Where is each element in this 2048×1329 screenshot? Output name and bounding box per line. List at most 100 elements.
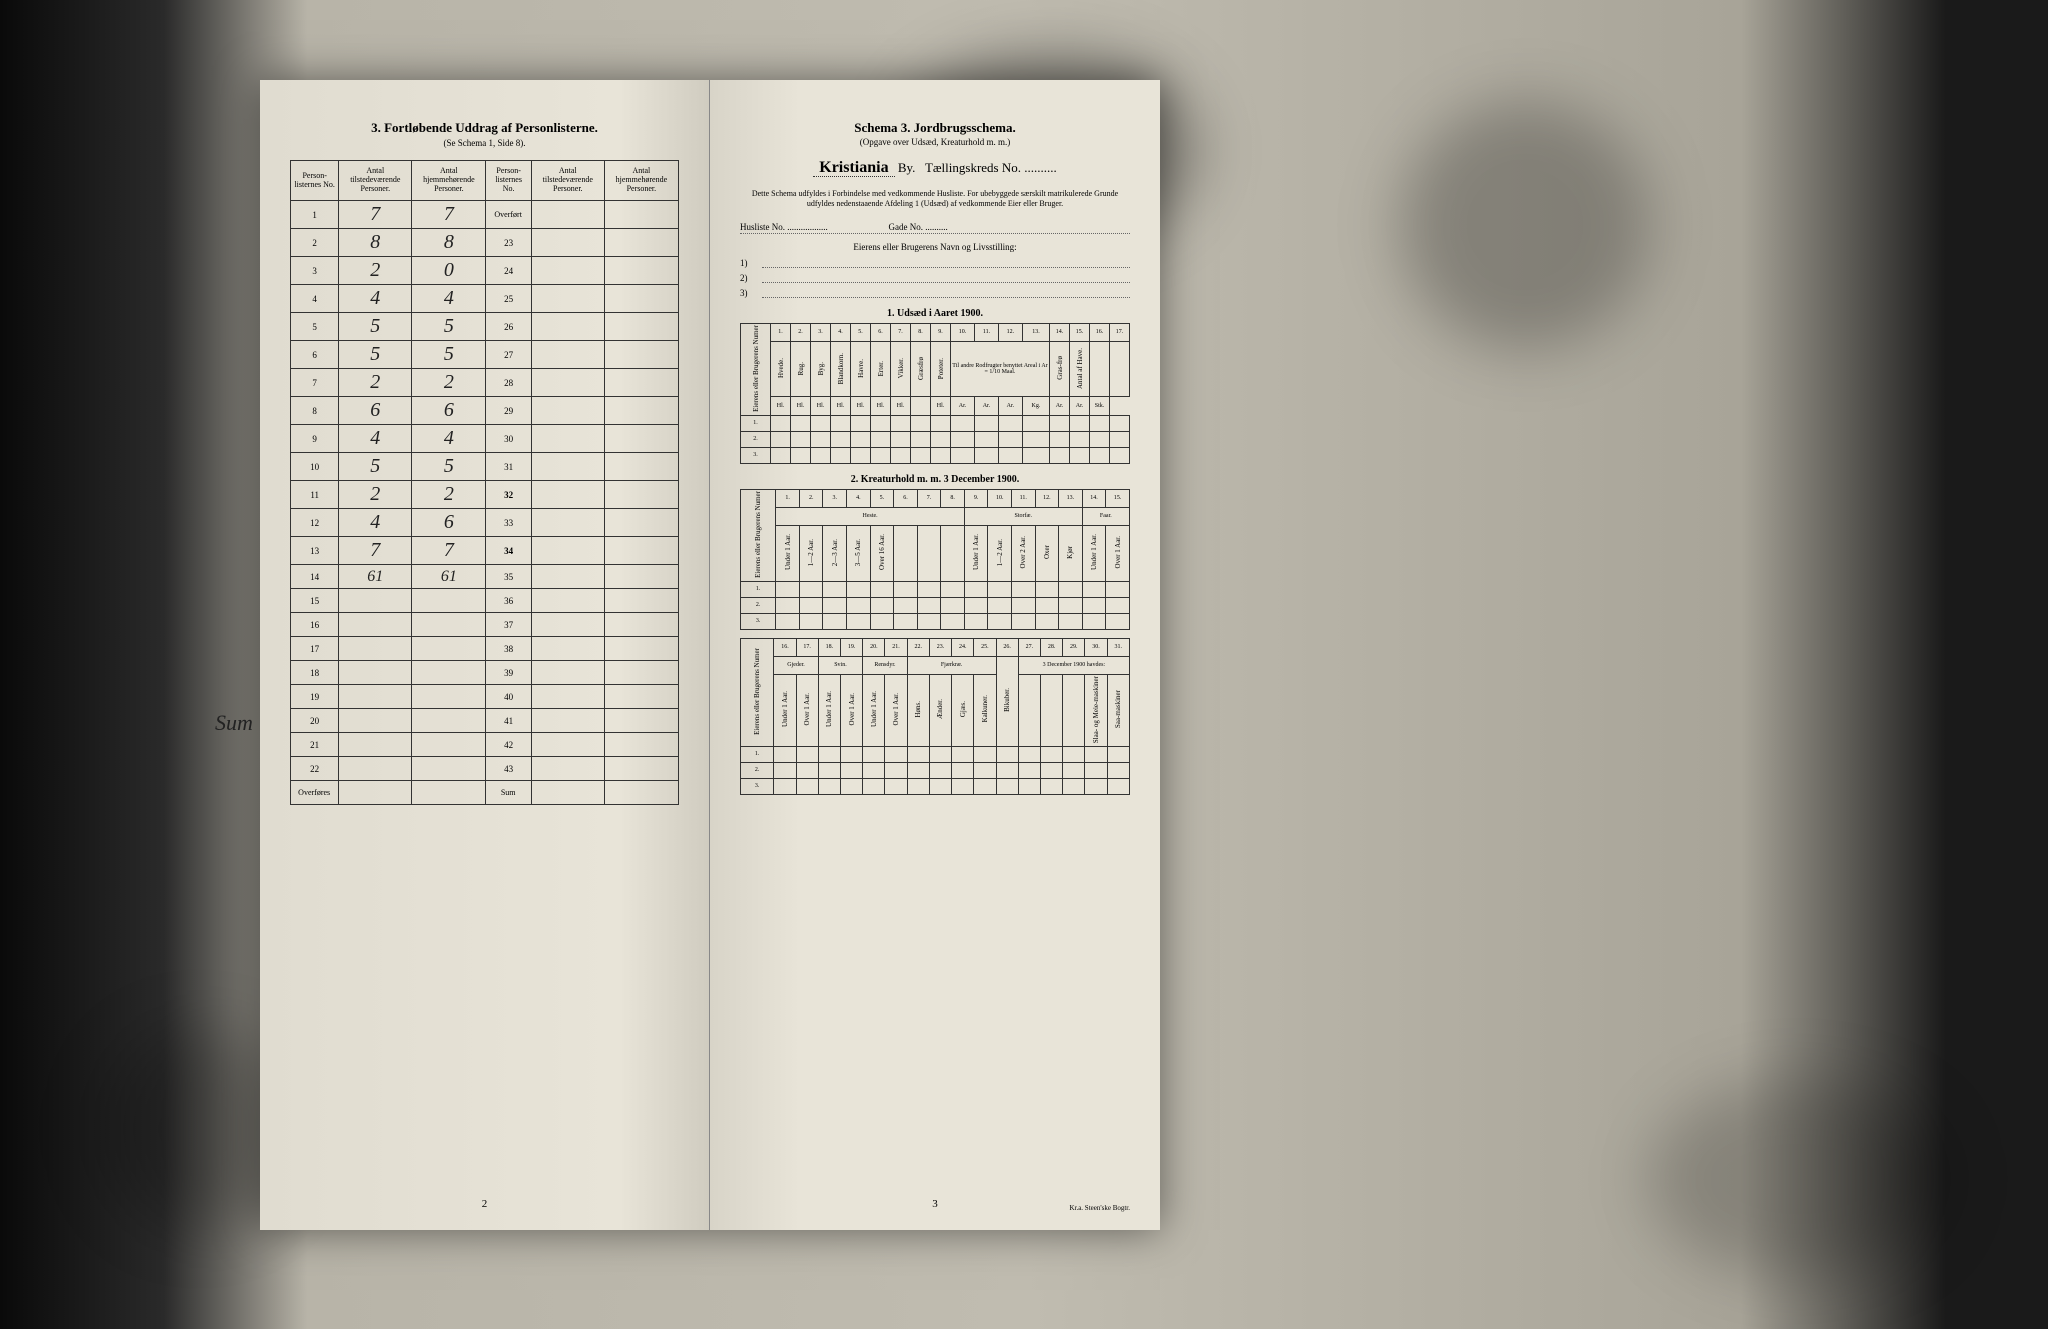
- owner-lines: 1) 2) 3): [740, 258, 1130, 298]
- schema-heading: Schema 3. Jordbrugsschema.: [740, 120, 1130, 136]
- resident-count-cell: 5: [412, 341, 486, 369]
- present-count-cell: 4: [339, 425, 412, 453]
- row-num-cell: 9: [291, 425, 339, 453]
- table-row: 14 61 61 35: [291, 565, 679, 589]
- col-header: Under 1 Aar.: [818, 674, 840, 746]
- col-header: [917, 526, 941, 582]
- row-num-cell: 15: [291, 589, 339, 613]
- row-num-cell: 35: [486, 565, 531, 589]
- page-number: 2: [260, 1198, 709, 1210]
- table-row: 10 5 5 31: [291, 453, 679, 481]
- row-num-cell: 39: [486, 661, 531, 685]
- col-header: [894, 526, 918, 582]
- col-header: [1018, 674, 1040, 746]
- cell: [604, 509, 678, 537]
- section1-title: 1. Udsæd i Aaret 1900.: [740, 308, 1130, 319]
- col-header: Gjæs.: [952, 674, 974, 746]
- resident-count-cell: [412, 733, 486, 757]
- table-row: 11 2 2 32: [291, 481, 679, 509]
- cell: [604, 685, 678, 709]
- table-row: 7 2 2 28: [291, 369, 679, 397]
- table-row: 18 39: [291, 661, 679, 685]
- cell: [604, 637, 678, 661]
- unit-header: Hl.: [891, 397, 911, 415]
- section2-title: 2. Kreaturhold m. m. 3 December 1900.: [740, 474, 1130, 485]
- cell: [531, 313, 604, 341]
- col-header: 1—2 Aar.: [799, 526, 823, 582]
- row-num-cell: 43: [486, 757, 531, 781]
- cell: [604, 229, 678, 257]
- row-num-cell: 29: [486, 397, 531, 425]
- present-count-cell: 5: [339, 453, 412, 481]
- cell: [604, 661, 678, 685]
- resident-count-cell: [412, 709, 486, 733]
- unit-header: [911, 397, 931, 415]
- row-num-cell: 12: [291, 509, 339, 537]
- left-page-title: 3. Fortløbende Uddrag af Personlisterne.: [290, 120, 679, 136]
- col-header: Under 1 Aar.: [776, 526, 800, 582]
- cell: [531, 257, 604, 285]
- cell: [531, 637, 604, 661]
- handwritten-sum-label: Sum: [215, 710, 253, 736]
- col-header: Over 16 Aar.: [870, 526, 894, 582]
- udsæd-table: Eierens eller Brugerens Numer 1.2.3.4.5.…: [740, 323, 1130, 464]
- table-row: 2 8 8 23: [291, 229, 679, 257]
- cell: [531, 589, 604, 613]
- cell: [531, 453, 604, 481]
- resident-count-cell: 6: [412, 397, 486, 425]
- unit-header: Ar.: [998, 397, 1022, 415]
- cell: [531, 481, 604, 509]
- col-header: Antal tilstedeværende Personer.: [531, 161, 604, 201]
- cell: [604, 781, 678, 805]
- row-num-cell: 18: [291, 661, 339, 685]
- row-num-cell: 27: [486, 341, 531, 369]
- resident-count-cell: [412, 637, 486, 661]
- row-num-cell: 1: [291, 201, 339, 229]
- resident-count-cell: [412, 613, 486, 637]
- cell: [531, 661, 604, 685]
- col-header: Under 1 Aar.: [1082, 526, 1106, 582]
- cell: [604, 313, 678, 341]
- present-count-cell: [339, 613, 412, 637]
- row-num-cell: 2: [291, 229, 339, 257]
- resident-count-cell: 7: [412, 537, 486, 565]
- present-count-cell: [339, 709, 412, 733]
- cell: [531, 613, 604, 637]
- unit-header: Hl.: [931, 397, 951, 415]
- cell: [339, 781, 412, 805]
- cell: [531, 285, 604, 313]
- table-row: 5 5 5 26: [291, 313, 679, 341]
- present-count-cell: 5: [339, 341, 412, 369]
- col-header: Antal hjemmehørende Personer.: [412, 161, 486, 201]
- col-header: Person-listernes No.: [291, 161, 339, 201]
- row-num-cell: 25: [486, 285, 531, 313]
- present-count-cell: [339, 685, 412, 709]
- col-header: Under 1 Aar.: [863, 674, 885, 746]
- right-page: Schema 3. Jordbrugsschema. (Opgave over …: [710, 80, 1160, 1230]
- present-count-cell: [339, 637, 412, 661]
- resident-count-cell: 2: [412, 481, 486, 509]
- row-num-cell: 40: [486, 685, 531, 709]
- resident-count-cell: 0: [412, 257, 486, 285]
- left-page: Sum 3. Fortløbende Uddrag af Personliste…: [260, 80, 710, 1230]
- row-num-cell: 32: [486, 481, 531, 509]
- unit-header: Hl.: [851, 397, 871, 415]
- row-num-cell: 41: [486, 709, 531, 733]
- cell: [604, 565, 678, 589]
- cell: [604, 481, 678, 509]
- col-header: Antal hjemmehørende Personer.: [604, 161, 678, 201]
- table-row: 6 5 5 27: [291, 341, 679, 369]
- resident-count-cell: [412, 661, 486, 685]
- row-num-cell: 21: [291, 733, 339, 757]
- cell: [531, 565, 604, 589]
- row-num-cell: 37: [486, 613, 531, 637]
- cell: [531, 733, 604, 757]
- present-count-cell: 4: [339, 285, 412, 313]
- row-num-cell: 3: [291, 257, 339, 285]
- smudge: [1400, 100, 1650, 350]
- cell: [604, 341, 678, 369]
- table-row: 21 42: [291, 733, 679, 757]
- col-header: [941, 526, 965, 582]
- row-num-cell: 36: [486, 589, 531, 613]
- cell: [531, 781, 604, 805]
